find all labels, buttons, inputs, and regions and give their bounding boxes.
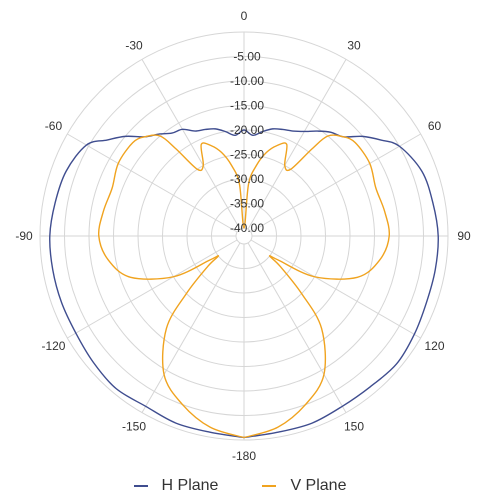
legend: H Plane V Plane — [0, 474, 480, 498]
angle-tick-label: -90 — [15, 229, 33, 243]
legend-label-h-plane: H Plane — [161, 477, 219, 494]
grid-spoke — [247, 59, 347, 230]
legend-swatch-v-plane — [262, 485, 277, 487]
angle-tick-label: 120 — [425, 339, 445, 353]
radial-tick-label: -40.00 — [230, 221, 264, 235]
angle-tick-label: 30 — [347, 38, 361, 52]
radial-tick-label: -15.00 — [230, 99, 264, 113]
grid-spoke — [141, 59, 241, 230]
radial-tick-label: -10.00 — [230, 74, 264, 88]
angle-tick-label: 0 — [241, 9, 248, 23]
radial-tick-label: -5.00 — [233, 50, 261, 64]
legend-item-v-plane[interactable]: V Plane — [262, 477, 346, 495]
radial-tick-label: -25.00 — [230, 148, 264, 162]
angle-tick-label: 90 — [457, 229, 471, 243]
angle-tick-label: -150 — [122, 420, 146, 434]
angle-tick-label: -180 — [232, 449, 256, 463]
polar-grid — [39, 31, 449, 441]
angle-tick-label: 60 — [428, 119, 442, 133]
grid-spoke — [141, 242, 241, 413]
series-layer — [49, 128, 439, 439]
series-line-v-plane — [97, 134, 391, 439]
legend-swatch-h-plane — [133, 485, 148, 487]
grid-spoke — [250, 133, 421, 233]
grid-spoke — [247, 242, 347, 413]
legend-label-v-plane: V Plane — [290, 477, 347, 494]
grid-spoke — [67, 133, 238, 233]
radial-tick-label: -20.00 — [230, 123, 264, 137]
legend-item-h-plane[interactable]: H Plane — [133, 477, 219, 495]
angle-tick-label: 150 — [344, 420, 364, 434]
grid-spoke — [67, 239, 238, 339]
radial-tick-label: -35.00 — [230, 197, 264, 211]
angle-tick-label: -30 — [125, 38, 143, 52]
grid-spoke — [250, 239, 421, 339]
angle-tick-label: -120 — [41, 339, 65, 353]
label-layer: 0 30 60 90 120 150 -180 -150 -120 -90 -60 -30 -40.00… — [15, 9, 471, 463]
series-line-h-plane — [49, 128, 439, 439]
radial-tick-label: -30.00 — [230, 172, 264, 186]
angle-tick-label: -60 — [45, 119, 63, 133]
